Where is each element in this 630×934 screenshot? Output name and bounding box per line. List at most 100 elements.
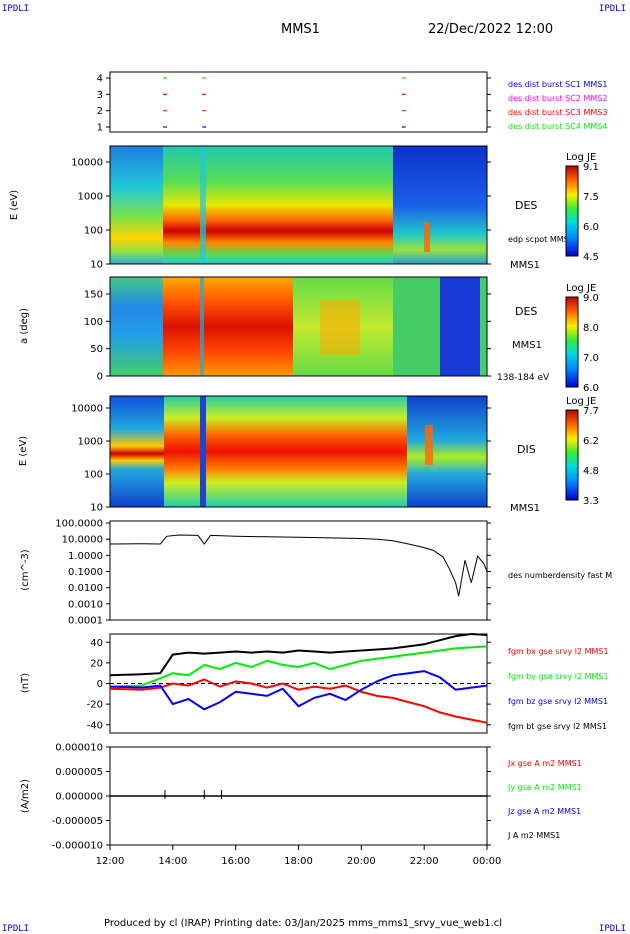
- fgm-legend-item: fgm bz gse srvy l2 MMS1: [508, 697, 608, 706]
- current-legend-item: Jx gse A m2 MMS1: [507, 759, 582, 768]
- density-ylabel: (cm^-3): [20, 549, 31, 590]
- burst-tick-label: 2: [97, 106, 103, 117]
- dis-energy-colorbar-tick: 6.2: [583, 436, 599, 447]
- fgm-legend-item: fgm bt gse srvy l2 MMS1: [508, 722, 607, 731]
- current-legend-item: Jy gse A m2 MMS1: [507, 783, 582, 792]
- des-energy-panel: E (eV) 10000 1000 100 10 DES edp scpot MMS1…: [9, 145, 599, 271]
- x-tick-label: 18:00: [284, 856, 313, 867]
- corner-tag-bottom-left: IPDLI: [2, 924, 30, 934]
- des-pitch-tick-label: 150: [84, 290, 103, 301]
- des-energy-colorbar-title: Log JE: [566, 152, 596, 163]
- fgm-tick-label: 40: [90, 638, 103, 649]
- dis-energy-ylabel: E (eV): [18, 436, 29, 466]
- corner-tag-bottom-right: IPDLI: [598, 924, 626, 934]
- x-tick-label: 22:00: [410, 856, 439, 867]
- x-tick-label: 14:00: [158, 856, 187, 867]
- current-tick-label: -0.000005: [52, 816, 103, 827]
- dis-energy-sc-label: MMS1: [510, 503, 540, 514]
- current-tick-label: 0.000000: [55, 792, 103, 803]
- dis-energy-late-band: [407, 396, 487, 507]
- des-energy-frame: [109, 145, 488, 265]
- des-pitch-sc-label: MMS1: [512, 340, 542, 351]
- dis-energy-panel: E (eV) 10000 1000 100 10 DIS MMS1 Log JE7.7…: [18, 395, 599, 514]
- des-energy-ylabel: E (eV): [9, 190, 20, 220]
- fgm-series-line: [109, 670, 488, 711]
- fgm-series-line: [109, 632, 488, 677]
- burst-tick-label: 3: [97, 90, 103, 101]
- burst-tick-label: 1: [97, 123, 103, 134]
- des-energy-tick-label: 10: [90, 260, 103, 271]
- density-panel: (cm^-3) 100.0000 10.0000 1.0000 0.1000 0.010…: [20, 519, 612, 627]
- burst-legend-item: des dist burst SC4 MMS4: [508, 122, 607, 131]
- des-energy-tick-label: 1000: [78, 192, 103, 203]
- dis-energy-colorbar-tick: 7.7: [583, 406, 599, 417]
- des-pitch-colorbar-tick: 7.0: [583, 353, 599, 364]
- des-energy-tick-label: 100: [84, 226, 103, 237]
- des-pitch-colorbar-tick: 8.0: [583, 323, 599, 334]
- des-pitch-colorbar-tick: 6.0: [583, 383, 599, 394]
- des-pitch-colorbar-title: Log JE: [566, 283, 596, 294]
- current-tick-label: 0.000005: [55, 767, 103, 778]
- dis-energy-tick-label: 100: [84, 470, 103, 481]
- dis-energy-colorbar: [565, 409, 579, 501]
- current-legend-item: J A m2 MMS1: [507, 831, 560, 840]
- des-pitch-tick-label: 50: [90, 344, 103, 355]
- des-pitch-colorbar-tick: 9.0: [583, 293, 599, 304]
- density-tick-label: 0.1000: [68, 567, 103, 578]
- dis-energy-colorbar-tick: 4.8: [583, 466, 599, 477]
- des-energy-colorbar-tick: 7.5: [583, 192, 599, 203]
- dis-energy-label: DIS: [517, 443, 536, 456]
- dis-energy-tick-label: 10: [90, 503, 103, 514]
- des-energy-tick-label: 10000: [71, 158, 103, 169]
- plot-date: 22/Dec/2022 12:00: [428, 22, 554, 37]
- current-panel: (A/m2) 0.000010 0.000005 0.000000 -0.000005…: [20, 743, 582, 868]
- x-tick-label: 00:00: [473, 856, 502, 867]
- des-pitch-frame: [109, 276, 488, 377]
- footer-credit: Produced by cl (IRAP) Printing date: 03/…: [104, 918, 503, 929]
- fgm-series-line: [109, 645, 488, 688]
- page-title: MMS1: [281, 22, 320, 37]
- des-pitch-tick-label: 100: [84, 317, 103, 328]
- current-legend-item: Jz gse A m2 MMS1: [507, 807, 581, 816]
- burst-legend-item: des dist burst SC1 MMS1: [508, 80, 607, 89]
- fgm-panel: (nT) 40 20 0 -20 -40 fgm bx gse srvy l2 MMS1…: [20, 632, 609, 734]
- fgm-series-line: [109, 678, 488, 724]
- current-ylabel: (A/m2): [20, 779, 31, 813]
- des-pitch-panel: a (deg) 150 100 50 0 DES MMS1 138-184 eV Lo…: [19, 276, 599, 394]
- fgm-legend-item: fgm bx gse srvy l2 MMS1: [508, 647, 609, 656]
- des-scpot-label: edp scpot MMS1: [508, 235, 574, 244]
- fgm-tick-label: -20: [87, 700, 103, 711]
- des-pitch-ylabel: a (deg): [19, 308, 30, 344]
- dis-energy-early-band: [110, 396, 164, 507]
- fgm-legend-item: fgm by gse srvy l2 MMS1: [508, 672, 609, 681]
- des-energy-label: DES: [515, 199, 537, 212]
- fgm-ylabel: (nT): [20, 673, 31, 693]
- burst-tick-label: 4: [97, 74, 103, 85]
- x-tick-label: 16:00: [221, 856, 250, 867]
- x-tick-label: 12:00: [96, 856, 125, 867]
- density-tick-label: 0.0010: [68, 599, 103, 610]
- density-series-label: des numberdensity fast M: [508, 571, 612, 580]
- current-tick-label: -0.000010: [52, 841, 103, 852]
- des-pitch-colorbar: [565, 296, 579, 388]
- des-energy-late-band: [393, 146, 487, 264]
- density-tick-label: 100.0000: [55, 519, 103, 530]
- dis-energy-colorbar-tick: 3.3: [583, 496, 599, 507]
- corner-tag-top-left: IPDLI: [2, 4, 30, 14]
- density-tick-label: 0.0001: [68, 616, 103, 627]
- fgm-tick-label: 20: [90, 658, 103, 669]
- density-tick-label: 0.0100: [68, 583, 103, 594]
- density-tick-label: 10.0000: [62, 535, 103, 546]
- des-pitch-energy-range: 138-184 eV: [497, 373, 550, 383]
- density-series-line: [109, 534, 488, 597]
- dis-energy-colorbar-title: Log JE: [566, 396, 596, 407]
- burst-legend-item: des dist burst SC3 MMS3: [508, 108, 607, 117]
- current-tick-label: 0.000010: [55, 743, 103, 754]
- fgm-tick-label: -40: [87, 720, 103, 731]
- density-tick-label: 1.0000: [68, 551, 103, 562]
- des-energy-active-band: [163, 146, 393, 264]
- des-pitch-active-band: [163, 277, 293, 376]
- corner-tag-top-right: IPDLI: [598, 4, 626, 14]
- burst-panel: 4 3 2 1 des dist burst SC1 MMS1 des dist bur…: [97, 71, 607, 134]
- des-energy-sc-label: MMS1: [510, 260, 540, 271]
